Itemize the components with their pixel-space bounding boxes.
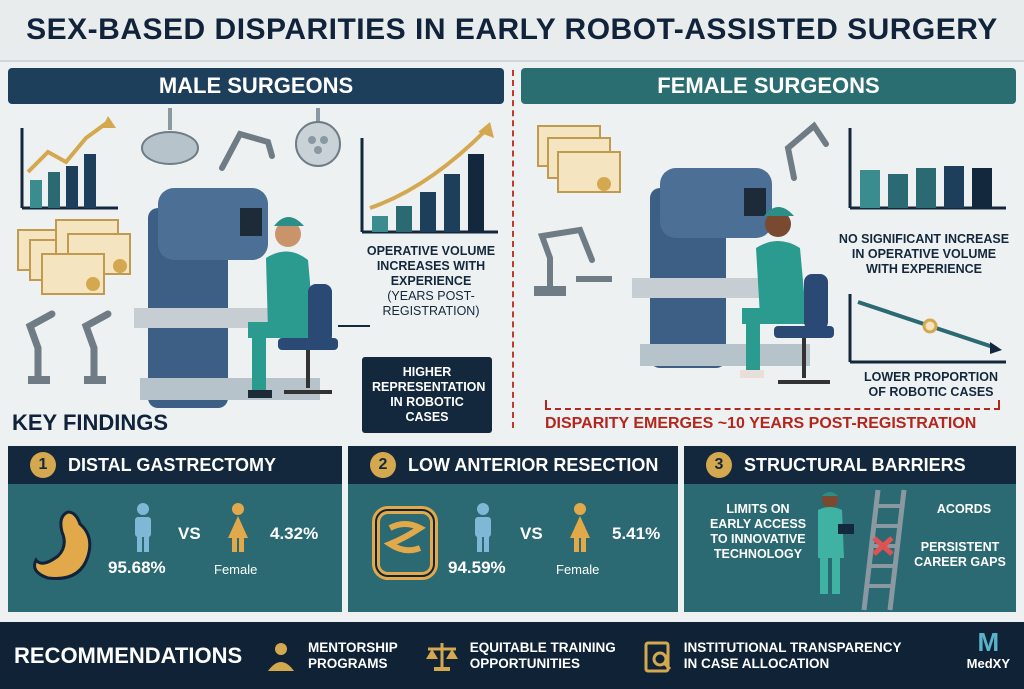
acords-label: ACORDS [936,502,992,516]
barrier-ladder-illustration [818,489,907,611]
female-percentage: 5.41% [612,524,661,543]
surgical-console [134,188,320,408]
recommendation-line: INSTITUTIONAL TRANSPARENCY [683,639,902,655]
limits-line: TO INNOVATIVE [710,532,806,546]
higher-representation-box: HIGHER REPRESENTATION IN ROBOTIC CASES [362,357,492,433]
finding-number: 1 [30,452,56,478]
gaps-line: CAREER GAPS [914,555,1006,569]
certificates-icon [17,219,131,295]
female-volume-line: WITH EXPERIENCE [866,262,982,276]
recommendation-mentorship: MENTORSHIP PROGRAMS [264,639,398,673]
gaps-line: PERSISTENT [920,540,1000,554]
female-figure-icon [570,503,590,552]
female-label: Female [556,562,600,577]
certificates-icon [537,125,621,193]
finding-card-header: 2 LOW ANTERIOR RESECTION [348,446,678,484]
panel-divider [512,70,514,428]
proportion-line: OF ROBOTIC CASES [868,385,994,399]
finding-card-distal-gastrectomy: 1 DISTAL GASTRECTOMY 95.68% VS Female [8,446,342,612]
female-panel-illustration [534,121,1006,384]
volume-label-sub: (YEARS POST-REGISTRATION) [382,289,480,318]
operative-volume-chart [360,122,498,234]
limits-line: EARLY ACCESS [709,517,807,531]
female-surgeons-heading: FEMALE SURGEONS [521,68,1016,104]
finding-card-low-anterior-resection: 2 LOW ANTERIOR RESECTION 94.59% VS [348,446,678,612]
limits-line: TECHNOLOGY [713,547,803,561]
brand-mark: M [977,627,1000,657]
finding-card-body: 94.59% VS Female 5.41% [348,484,678,612]
male-percentage: 95.68% [108,558,166,577]
surgeon-chair [774,274,834,384]
representation-line: IN ROBOTIC CASES [390,395,464,424]
robotic-arm-icon [537,121,829,291]
recommendation-line: PROGRAMS [308,655,388,671]
finding-card-header: 1 DISTAL GASTRECTOMY [8,446,342,484]
operative-volume-label: OPERATIVE VOLUME INCREASES WITH EXPERIEN… [356,244,506,319]
male-panel-illustration [17,108,498,408]
intestine-icon [372,506,438,580]
recommendation-line: OPPORTUNITIES [469,655,581,671]
female-volume-line: NO SIGNIFICANT INCREASE [838,232,1010,246]
finding-number: 2 [370,452,396,478]
recommendations-bar: RECOMMENDATIONS MENTORSHIP PROGRAMS EQUI… [0,622,1024,689]
mentorship-icon [268,642,294,671]
finding-title: STRUCTURAL BARRIERS [744,454,966,475]
female-surgeon-figure [740,207,812,378]
male-figure-icon [475,503,491,552]
male-surgeon-figure [248,217,318,398]
scales-icon [425,642,458,671]
finding-card-header: 3 STRUCTURAL BARRIERS [684,446,1016,484]
volume-label-line: EXPERIENCE [390,274,472,288]
flat-volume-chart [848,128,1006,210]
representation-line: HIGHER [402,365,452,379]
key-findings-heading: KEY FINDINGS [12,410,169,435]
overhead-robot-arm-icon [219,130,275,171]
surgeon-chair [278,284,338,394]
rising-chart-icon [20,116,118,210]
no-significant-increase-label: NO SIGNIFICANT INCREASE IN OPERATIVE VOL… [836,232,1012,277]
male-percentage: 94.59% [448,558,506,577]
vs-label: VS [178,524,201,543]
surgical-light-icon [141,108,341,167]
recommendation-line: IN CASE ALLOCATION [683,655,830,671]
title-bar: SEX-BASED DISPARITIES IN EARLY ROBOT-ASS… [0,0,1024,62]
female-percentage: 4.32% [270,524,319,543]
finding-title: LOW ANTERIOR RESECTION [408,454,659,475]
key-findings-strip: 1 DISTAL GASTRECTOMY 95.68% VS Female [0,446,1024,612]
recommendations-heading: RECOMMENDATIONS [14,642,243,668]
stomach-icon [33,510,92,581]
female-label: Female [214,562,258,577]
finding-card-body: LIMITS ON EARLY ACCESS TO INNOVATIVE TEC… [684,484,1016,612]
finding-card-body: 95.68% VS Female 4.32% [8,484,342,612]
female-volume-line: IN OPERATIVE VOLUME [851,247,997,261]
recommendation-line: MENTORSHIP [308,639,398,655]
recommendation-line: EQUITABLE TRAINING [469,639,616,655]
limits-label: LIMITS ON EARLY ACCESS TO INNOVATIVE TEC… [708,502,808,562]
page-title: SEX-BASED DISPARITIES IN EARLY ROBOT-ASS… [26,13,998,46]
limits-line: LIMITS ON [726,502,790,516]
brand-name: MedXY [966,656,1010,671]
disparity-bracket [545,400,1000,410]
volume-label-line: OPERATIVE VOLUME [366,244,496,258]
robotic-arms-icon [25,310,112,382]
representation-line: REPRESENTATION [372,380,486,394]
recommendation-equitable-training: EQUITABLE TRAINING OPPORTUNITIES [424,639,616,673]
medxy-logo: M MedXY [967,628,1010,671]
male-surgeons-heading: MALE SURGEONS [8,68,504,104]
proportion-line: LOWER PROPORTION [863,370,999,384]
declining-proportion-chart [848,294,1006,364]
recommendation-transparency: INSTITUTIONAL TRANSPARENCY IN CASE ALLOC… [642,639,902,673]
lower-proportion-label: LOWER PROPORTION OF ROBOTIC CASES [856,370,1006,400]
disparity-note: DISPARITY EMERGES ~10 YEARS POST-REGISTR… [545,415,977,432]
vs-label: VS [520,524,543,543]
female-figure-icon [228,503,248,552]
volume-label-line: INCREASES WITH [376,259,486,273]
finding-number: 3 [706,452,732,478]
career-gaps-label: PERSISTENT CAREER GAPS [910,540,1010,570]
finding-title: DISTAL GASTRECTOMY [68,454,277,475]
male-figure-icon [135,503,151,552]
finding-card-structural-barriers: 3 STRUCTURAL BARRIERS LIMITS ON EARLY AC… [684,446,1016,612]
clipboard-search-icon [644,641,671,672]
